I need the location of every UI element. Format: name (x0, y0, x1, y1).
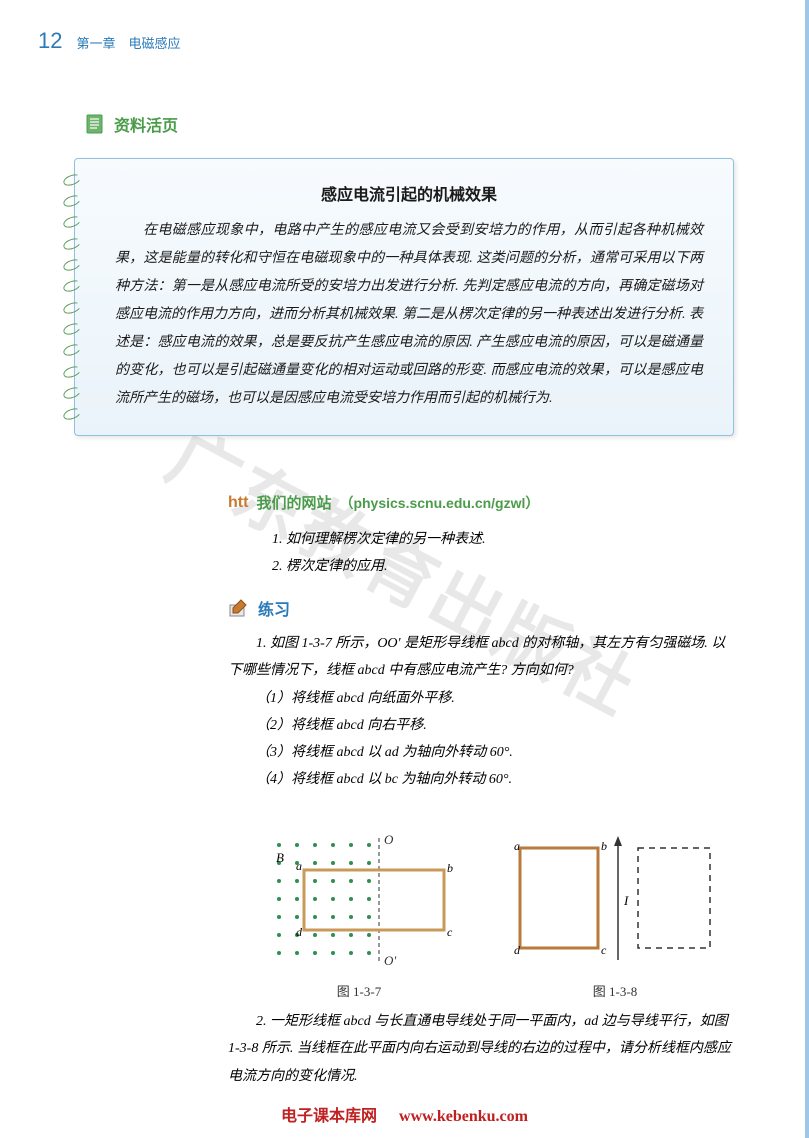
fig-caption: 图 1-3-8 (510, 981, 720, 1000)
practice-section-title: 练习 (258, 596, 290, 620)
website-list: 1. 如何理解楞次定律的另一种表述. 2. 楞次定律的应用. (272, 527, 728, 580)
svg-text:B: B (276, 850, 284, 865)
page-header: 12 第一章 电磁感应 (38, 28, 181, 54)
q1-opt: （1）将线框 abcd 向纸面外平移. (228, 685, 738, 712)
q1-opt: （2）将线框 abcd 向右平移. (228, 712, 738, 739)
svg-text:a: a (514, 839, 520, 853)
website-section: htt 我们的网站 （physics.scnu.edu.cn/gzwl） 1. … (228, 492, 728, 580)
footer-site-name: 电子课本库网 (281, 1108, 377, 1125)
page-number: 12 (38, 28, 62, 54)
website-name: 我们的网站 (256, 492, 331, 513)
right-accent-band (805, 0, 809, 1138)
page-footer: 电子课本库网 www.kebenku.com (0, 1102, 809, 1126)
svg-text:d: d (514, 943, 521, 957)
fig-caption: 图 1-3-7 (264, 981, 454, 1000)
info-card: 感应电流引起的机械效果 在电磁感应现象中，电路中产生的感应电流又会受到安培力的作… (74, 158, 734, 436)
resource-section-head: 资料活页 (84, 112, 178, 146)
figure-svg: O O' a b c d B (264, 830, 454, 970)
svg-text:b: b (601, 839, 607, 853)
document-icon (84, 113, 106, 135)
pencil-icon (228, 597, 250, 619)
card-body: 在电磁感应现象中，电路中产生的感应电流又会受到安培力的作用，从而引起各种机械效果… (115, 217, 703, 413)
q1-lead: 1. 如图 1-3-7 所示，OO' 是矩形导线框 abcd 的对称轴，其左方有… (228, 630, 738, 685)
q2-text: 2. 一矩形线框 abcd 与长直通电导线处于同一平面内，ad 边与导线平行，如… (228, 1008, 738, 1090)
q1-opt: （4）将线框 abcd 以 bc 为轴向外转动 60°. (228, 766, 738, 793)
field-dots (277, 843, 371, 955)
figure-1-3-7: O O' a b c d B 图 1-3-7 (264, 830, 454, 1000)
svg-text:I: I (623, 893, 629, 908)
svg-text:a: a (296, 859, 302, 873)
resource-section-title: 资料活页 (114, 112, 178, 136)
practice-section: 练习 1. 如图 1-3-7 所示，OO' 是矩形导线框 abcd 的对称轴，其… (228, 596, 738, 794)
website-item: 2. 楞次定律的应用. (272, 554, 728, 581)
svg-text:c: c (601, 943, 607, 957)
svg-text:d: d (296, 925, 303, 939)
svg-text:c: c (447, 925, 453, 939)
figure-svg: a b c d I (510, 830, 720, 970)
website-item: 1. 如何理解楞次定律的另一种表述. (272, 527, 728, 554)
q1-opt: （3）将线框 abcd 以 ad 为轴向外转动 60°. (228, 739, 738, 766)
figure-1-3-8: a b c d I 图 1-3-8 (510, 830, 720, 1000)
website-url: （physics.scnu.edu.cn/gzwl） (339, 493, 539, 513)
card-title: 感应电流引起的机械效果 (115, 181, 703, 205)
question-2: 2. 一矩形线框 abcd 与长直通电导线处于同一平面内，ad 边与导线平行，如… (228, 1008, 738, 1090)
practice-body: 1. 如图 1-3-7 所示，OO' 是矩形导线框 abcd 的对称轴，其左方有… (228, 630, 738, 794)
svg-text:O: O (384, 832, 394, 847)
spiral-binding-icon (63, 169, 83, 425)
svg-text:O': O' (384, 953, 396, 968)
chapter-label: 第一章 电磁感应 (76, 33, 180, 52)
figures-row: O O' a b c d B 图 1-3-7 a b c d I 图 1-3-8 (264, 830, 734, 1000)
http-icon: htt (228, 494, 248, 512)
footer-site-url: www.kebenku.com (399, 1108, 528, 1125)
svg-text:b: b (447, 861, 453, 875)
